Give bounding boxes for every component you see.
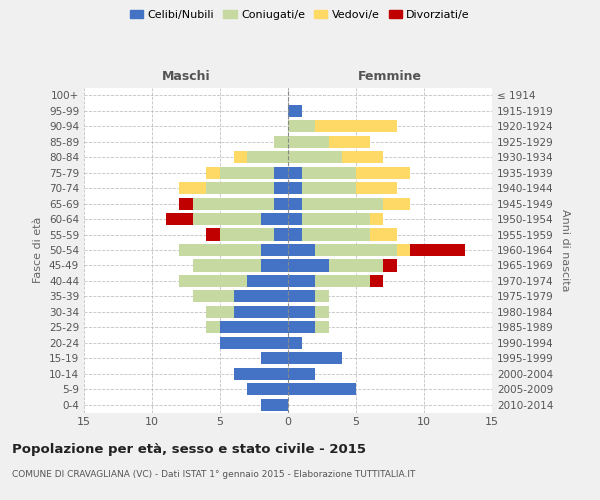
Text: COMUNE DI CRAVAGLIANA (VC) - Dati ISTAT 1° gennaio 2015 - Elaborazione TUTTITALI: COMUNE DI CRAVAGLIANA (VC) - Dati ISTAT … [12, 470, 415, 479]
Bar [329, 260, 383, 272]
Bar [288, 228, 302, 240]
Bar [383, 198, 410, 209]
Bar [233, 306, 288, 318]
Bar [247, 383, 288, 396]
Bar [206, 322, 220, 334]
Bar [206, 182, 274, 194]
Bar [193, 260, 261, 272]
Bar [274, 228, 288, 240]
Bar [315, 306, 329, 318]
Bar [261, 213, 288, 225]
Bar [274, 136, 288, 147]
Bar [261, 398, 288, 411]
Bar [179, 182, 206, 194]
Bar [288, 352, 343, 364]
Bar [383, 260, 397, 272]
Bar [315, 322, 329, 334]
Bar [247, 275, 288, 287]
Bar [206, 306, 233, 318]
Bar [288, 244, 315, 256]
Bar [179, 275, 247, 287]
Bar [288, 337, 302, 349]
Bar [220, 166, 274, 178]
Bar [288, 136, 329, 147]
Bar [356, 182, 397, 194]
Bar [288, 213, 302, 225]
Bar [274, 182, 288, 194]
Bar [220, 228, 274, 240]
Bar [274, 166, 288, 178]
Bar [288, 198, 302, 209]
Bar [315, 244, 397, 256]
Bar [370, 228, 397, 240]
Bar [356, 166, 410, 178]
Bar [288, 151, 343, 163]
Text: Femmine: Femmine [358, 70, 422, 82]
Bar [370, 213, 383, 225]
Bar [315, 290, 329, 302]
Bar [343, 151, 383, 163]
Y-axis label: Fasce di età: Fasce di età [34, 217, 43, 283]
Bar [193, 290, 233, 302]
Bar [302, 213, 370, 225]
Bar [288, 306, 315, 318]
Bar [315, 120, 397, 132]
Bar [302, 166, 356, 178]
Bar [233, 290, 288, 302]
Bar [220, 337, 288, 349]
Bar [288, 166, 302, 178]
Bar [288, 275, 315, 287]
Bar [247, 151, 288, 163]
Bar [261, 244, 288, 256]
Bar [179, 244, 261, 256]
Bar [329, 136, 370, 147]
Bar [220, 322, 288, 334]
Bar [410, 244, 465, 256]
Text: Maschi: Maschi [161, 70, 211, 82]
Bar [288, 383, 356, 396]
Bar [288, 368, 315, 380]
Bar [288, 290, 315, 302]
Bar [288, 260, 329, 272]
Bar [233, 368, 288, 380]
Text: Popolazione per età, sesso e stato civile - 2015: Popolazione per età, sesso e stato civil… [12, 442, 366, 456]
Bar [206, 166, 220, 178]
Bar [302, 182, 356, 194]
Bar [288, 182, 302, 194]
Bar [193, 198, 274, 209]
Bar [261, 352, 288, 364]
Bar [193, 213, 261, 225]
Bar [397, 244, 410, 256]
Bar [166, 213, 193, 225]
Bar [302, 198, 383, 209]
Bar [302, 228, 370, 240]
Bar [288, 120, 315, 132]
Bar [179, 198, 193, 209]
Bar [274, 198, 288, 209]
Bar [315, 275, 370, 287]
Y-axis label: Anni di nascita: Anni di nascita [560, 208, 570, 291]
Bar [206, 228, 220, 240]
Bar [370, 275, 383, 287]
Bar [261, 260, 288, 272]
Legend: Celibi/Nubili, Coniugati/e, Vedovi/e, Divorziati/e: Celibi/Nubili, Coniugati/e, Vedovi/e, Di… [125, 6, 475, 25]
Bar [288, 322, 315, 334]
Bar [233, 151, 247, 163]
Bar [288, 104, 302, 117]
